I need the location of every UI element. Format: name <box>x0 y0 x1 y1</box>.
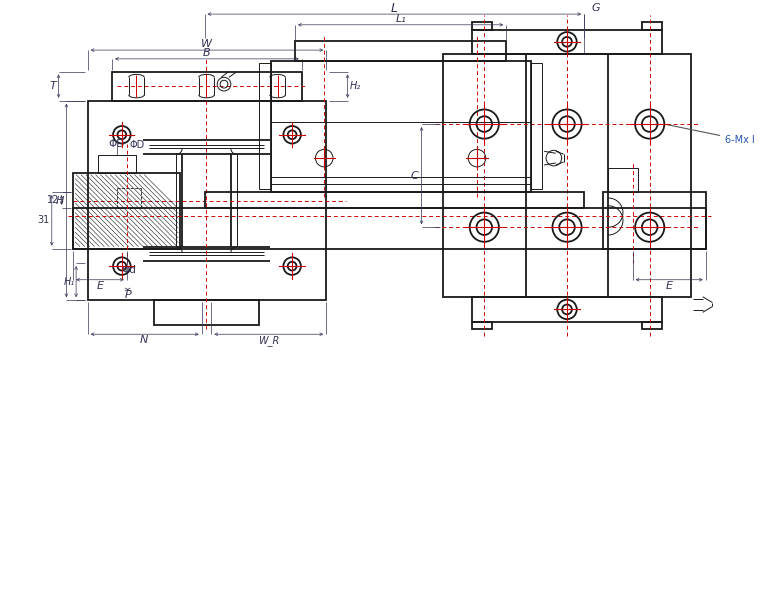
Text: N: N <box>140 335 149 345</box>
Text: T: T <box>49 81 56 91</box>
Bar <box>154 300 259 324</box>
Bar <box>443 54 691 297</box>
Text: E: E <box>96 281 103 291</box>
Text: ΦD: ΦD <box>109 139 125 149</box>
Bar <box>98 155 136 173</box>
Text: H: H <box>55 196 64 206</box>
Text: 12: 12 <box>46 195 59 205</box>
Bar <box>531 63 542 189</box>
Bar <box>88 101 326 300</box>
Text: G: G <box>592 4 601 13</box>
Text: E: E <box>666 281 673 291</box>
Text: W_R: W_R <box>258 335 280 346</box>
Bar <box>259 63 271 189</box>
Bar <box>271 61 531 192</box>
Bar <box>73 208 705 248</box>
Bar <box>642 22 662 30</box>
Text: L₁: L₁ <box>395 14 406 24</box>
Text: C: C <box>411 171 419 181</box>
Bar <box>472 22 491 30</box>
Bar <box>73 173 180 248</box>
Bar <box>604 192 705 248</box>
Text: 6-Mx l: 6-Mx l <box>667 124 755 145</box>
Bar <box>472 297 662 322</box>
Bar <box>608 168 638 192</box>
Bar <box>205 192 584 208</box>
Bar <box>642 322 662 329</box>
Text: 31: 31 <box>37 215 49 225</box>
Text: W: W <box>201 40 212 50</box>
Text: ΦD: ΦD <box>129 140 145 150</box>
Bar <box>295 41 506 61</box>
Bar <box>472 322 491 329</box>
Bar <box>112 71 302 101</box>
Text: P: P <box>124 290 131 300</box>
Text: Φd: Φd <box>121 265 136 275</box>
Text: B: B <box>203 48 210 58</box>
Text: L: L <box>391 2 398 15</box>
Bar <box>472 30 662 54</box>
Text: H₁: H₁ <box>64 277 75 287</box>
Text: H₂: H₂ <box>350 81 361 91</box>
